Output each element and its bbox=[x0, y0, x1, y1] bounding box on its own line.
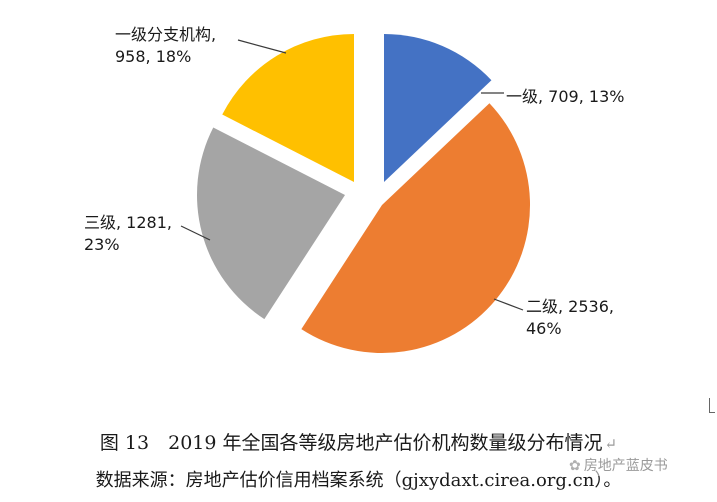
pie-chart: 一级, 709, 13% 二级, 2536, 46% 三级, 1281, 23% 一级分支… bbox=[84, 25, 624, 354]
figure-caption-text: 图 13 2019 年全国各等级房地产估价机构数量级分布情况 bbox=[99, 432, 603, 454]
data-label-line: 一级分支机构, bbox=[115, 25, 216, 44]
pie-slice-4 bbox=[222, 34, 354, 182]
leader-line-4 bbox=[237, 39, 287, 54]
data-label-line: 23% bbox=[84, 235, 120, 254]
data-label-line: 46% bbox=[526, 319, 562, 338]
data-label-3: 三级, 1281, 23% bbox=[84, 213, 172, 254]
data-label-4: 一级分支机构, 958, 18% bbox=[115, 25, 216, 66]
paragraph-mark: ↵ bbox=[604, 435, 618, 453]
data-label-line: 958, 18% bbox=[115, 47, 191, 66]
label-leader-lines bbox=[180, 39, 524, 311]
crop-mark bbox=[709, 398, 715, 413]
watermark-text: 房地产蓝皮书 bbox=[583, 458, 668, 474]
data-label-line: 一级, 709, 13% bbox=[506, 87, 624, 106]
pie-slices bbox=[196, 34, 531, 354]
leader-line-2 bbox=[493, 298, 524, 311]
data-label-line: 二级, 2536, bbox=[526, 297, 614, 316]
leader-line-3 bbox=[180, 225, 211, 241]
figure-caption: 图 13 2019 年全国各等级房地产估价机构数量级分布情况 ↵ bbox=[0, 428, 717, 455]
pie-slice-2 bbox=[301, 103, 531, 354]
pie-slice-1 bbox=[384, 34, 492, 182]
data-label-2: 二级, 2536, 46% bbox=[526, 297, 614, 338]
watermark: ✿ 房地产蓝皮书 bbox=[566, 454, 671, 476]
wechat-icon: ✿ bbox=[569, 458, 581, 474]
data-source-note: 数据来源：房地产估价信用档案系统（gjxydaxt.cirea.org.cn）。 bbox=[95, 470, 622, 491]
data-label-line: 三级, 1281, bbox=[84, 213, 172, 232]
data-labels: 一级, 709, 13% 二级, 2536, 46% 三级, 1281, 23% 一级分支… bbox=[84, 25, 624, 338]
pie-slice-3 bbox=[196, 127, 345, 320]
data-label-1: 一级, 709, 13% bbox=[506, 87, 624, 106]
